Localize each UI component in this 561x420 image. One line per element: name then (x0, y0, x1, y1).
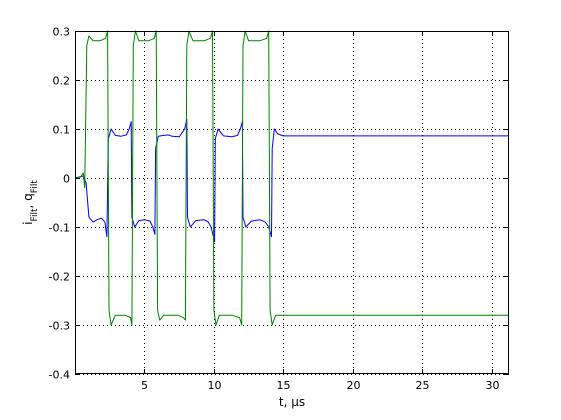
x-tick-label: 15 (277, 379, 291, 392)
x-tick-label: 20 (347, 379, 361, 392)
series-line-2 (74, 30, 509, 326)
y-tick-label: 0.2 (53, 75, 71, 88)
y-tick-label: -0.2 (49, 271, 70, 284)
plot-area (75, 31, 509, 374)
x-tick-label: 10 (208, 379, 222, 392)
x-axis-label: t, μs (279, 395, 305, 409)
x-tick-labels: 5 10 15 20 25 30 (141, 379, 500, 392)
y-tick-label: -0.4 (49, 369, 70, 382)
x-tick-label: 30 (486, 379, 500, 392)
series-line-1 (74, 118, 509, 243)
y-tick-label: 0 (63, 173, 70, 186)
plot-frame (75, 31, 509, 374)
y-tick-label: 0.3 (53, 26, 71, 39)
y-tick-label: -0.1 (49, 222, 70, 235)
y-tick-label: -0.3 (49, 320, 70, 333)
y-tick-label: 0.1 (53, 124, 71, 137)
x-tick-label: 25 (416, 379, 430, 392)
series-layer (74, 30, 509, 326)
ticks (75, 31, 509, 375)
x-tick-label: 5 (141, 379, 148, 392)
y-axis-label: iFilt, qFilt (21, 180, 40, 225)
y-tick-labels: -0.4 -0.3 -0.2 -0.1 0 0.1 0.2 0.3 (49, 26, 70, 382)
grid (75, 31, 509, 375)
